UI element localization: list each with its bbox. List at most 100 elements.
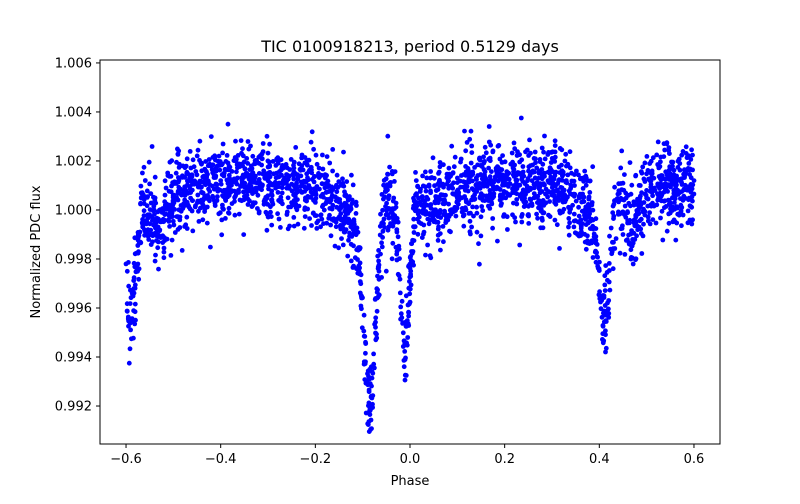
data-point [588,218,593,224]
data-point [363,341,369,346]
data-point [327,160,333,166]
data-point [450,191,456,197]
data-point [144,188,150,194]
data-point [437,180,443,185]
data-point [241,189,246,195]
data-point [686,195,692,201]
data-point [688,157,694,162]
data-point [350,265,356,270]
data-point [352,222,357,227]
data-point [642,191,648,197]
y-tick-label: 0.992 [55,400,92,415]
data-point [582,168,588,174]
data-point [209,162,215,168]
data-point [467,218,473,224]
data-point [478,214,484,220]
data-point [497,176,503,182]
data-point [644,154,650,159]
data-point [175,179,181,185]
data-point [234,169,239,175]
data-point [166,204,172,209]
data-point [407,291,413,297]
data-point [223,216,228,221]
data-point [379,192,385,197]
data-point [488,177,494,183]
data-point [580,195,586,201]
data-point [602,282,608,288]
data-point [228,181,234,187]
data-point [136,249,141,255]
data-point [607,233,612,239]
data-point [519,157,525,163]
data-point [214,182,220,187]
data-point [313,152,319,158]
data-point [383,268,389,274]
data-point [424,175,430,181]
data-point [229,201,235,207]
data-point [587,202,593,208]
data-point [175,227,181,232]
data-point [380,207,385,213]
data-point [316,165,322,171]
data-point [664,141,670,147]
data-point [512,162,517,168]
data-point [376,258,381,264]
data-point [402,377,408,383]
data-point [471,213,476,219]
data-point [656,174,662,179]
data-point [331,218,337,223]
data-point [275,190,281,195]
data-point [495,164,501,170]
data-point [411,216,417,222]
data-point [639,251,645,256]
data-point [621,197,627,202]
data-point [587,226,593,232]
data-point [334,189,340,195]
data-point [421,229,427,235]
data-point [450,208,455,214]
data-point [387,164,392,170]
data-point [369,383,374,389]
data-point [396,243,402,249]
data-point [583,182,589,188]
data-point [460,184,466,190]
data-point [307,216,312,222]
data-point [194,172,200,178]
data-point [612,184,617,190]
data-point [292,198,298,204]
data-point [581,178,586,184]
data-point [201,173,207,179]
data-point [446,214,452,219]
data-point [548,160,554,165]
data-point [559,162,564,168]
data-point [226,210,231,216]
data-point [198,205,203,211]
data-point [532,149,538,155]
data-point [600,337,605,342]
data-point [306,183,312,188]
data-point [209,167,215,172]
data-point [610,266,616,272]
data-point [408,258,414,263]
data-point [473,175,479,181]
data-point [430,155,436,161]
data-point [441,212,447,218]
data-point [162,178,168,184]
data-point [398,304,404,310]
data-point [188,190,194,196]
data-point [446,201,451,207]
data-point [349,232,355,238]
data-point [526,168,531,174]
data-point [219,232,225,238]
data-point [152,258,158,264]
data-point [337,214,342,220]
data-point [352,255,358,261]
data-point [395,234,401,240]
data-point [413,178,419,184]
data-point [315,173,321,179]
data-point [435,187,441,193]
data-point [285,195,291,201]
data-point [519,219,525,225]
data-point [346,237,351,243]
